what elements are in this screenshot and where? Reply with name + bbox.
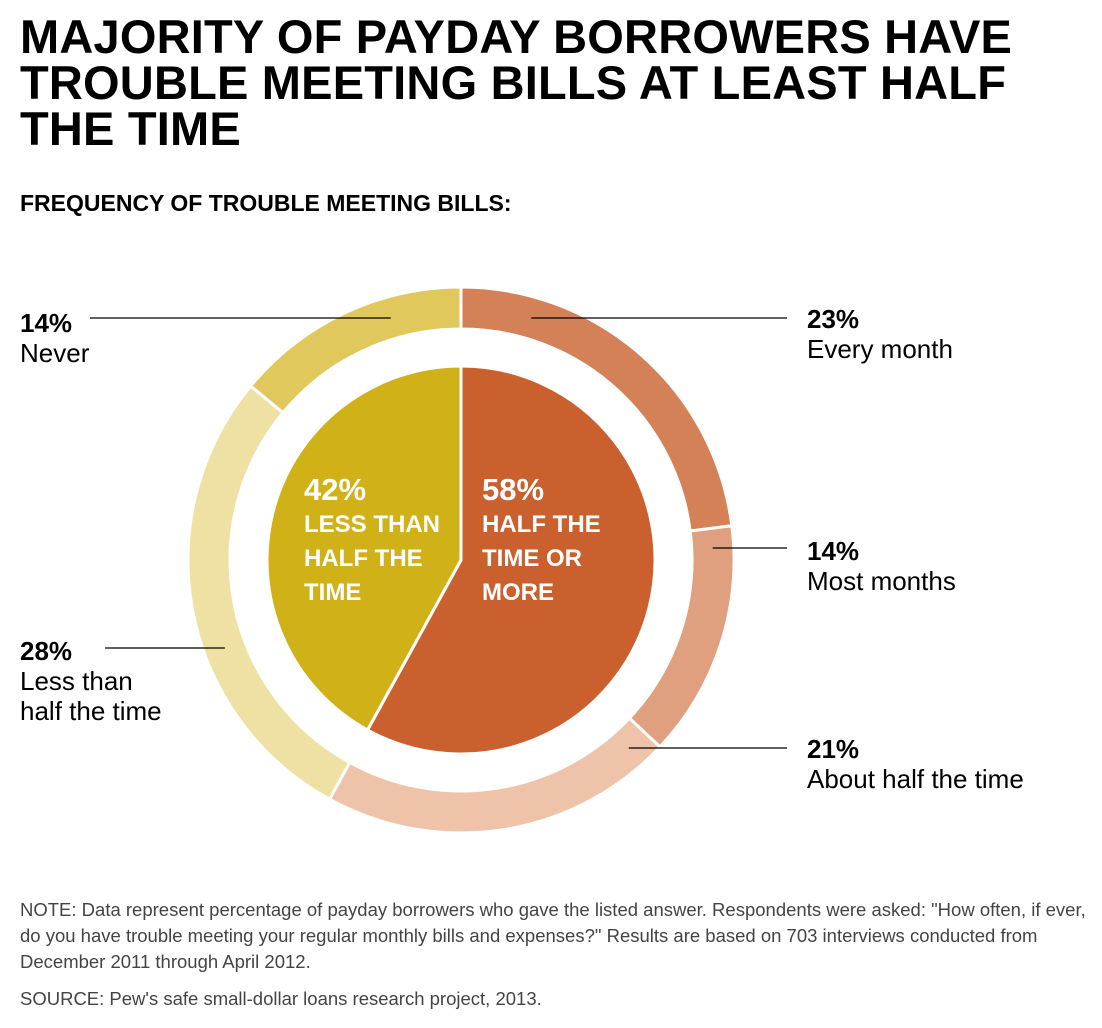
inner-label-half-or-more-value: 58%	[482, 472, 545, 507]
label-every-month-value: 23%	[807, 304, 860, 334]
label-never-value: 14%	[20, 308, 73, 338]
slice-less-than-half-total	[265, 364, 463, 732]
label-about-half-value: 21%	[807, 734, 860, 764]
inner-label-half-or-more-line3: MORE	[482, 579, 554, 606]
label-about-half-text: About half the time	[807, 764, 1024, 794]
label-every-month-text: Every month	[807, 334, 953, 364]
chart-source: SOURCE: Pew's safe small-dollar loans re…	[20, 988, 542, 1009]
inner-pie	[265, 364, 657, 756]
label-less-than-half-line2: half the time	[20, 696, 162, 726]
inner-label-less-than-half-line3: TIME	[304, 579, 362, 606]
outer-ring	[186, 285, 736, 835]
inner-label-less-than-half: 42% LESS THAN HALF THE TIME	[304, 473, 440, 609]
label-most-months-text: Most months	[807, 566, 956, 596]
inner-label-less-than-half-line1: LESS THAN	[304, 511, 441, 538]
label-never: 14% Never	[20, 308, 89, 368]
leader-lines	[90, 317, 787, 749]
chart-subtitle: FREQUENCY OF TROUBLE MEETING BILLS:	[20, 190, 512, 216]
label-less-than-half-value: 28%	[20, 636, 73, 666]
chart-note: NOTE: Data represent percentage of payda…	[20, 899, 1086, 972]
slice-never	[248, 285, 463, 415]
label-less-than-half: 28% Less than half the time	[20, 636, 162, 726]
label-never-text: Never	[20, 338, 90, 368]
label-most-months-value: 14%	[807, 536, 860, 566]
inner-label-half-or-more-line1: HALF THE	[482, 511, 601, 538]
inner-label-half-or-more-line2: TIME OR	[482, 545, 582, 572]
label-about-half: 21% About half the time	[807, 734, 1024, 794]
inner-label-half-or-more: 58% HALF THE TIME OR MORE	[482, 473, 601, 609]
inner-label-less-than-half-value: 42%	[304, 472, 367, 507]
label-less-than-half-line1: Less than	[20, 666, 133, 696]
slice-half-or-more	[366, 364, 657, 756]
label-every-month: 23% Every month	[807, 304, 953, 364]
inner-label-less-than-half-line2: HALF THE	[304, 545, 423, 572]
chart-title: MAJORITY OF PAYDAY BORROWERS HAVE TROUBL…	[20, 10, 1013, 155]
label-most-months: 14% Most months	[807, 536, 956, 596]
